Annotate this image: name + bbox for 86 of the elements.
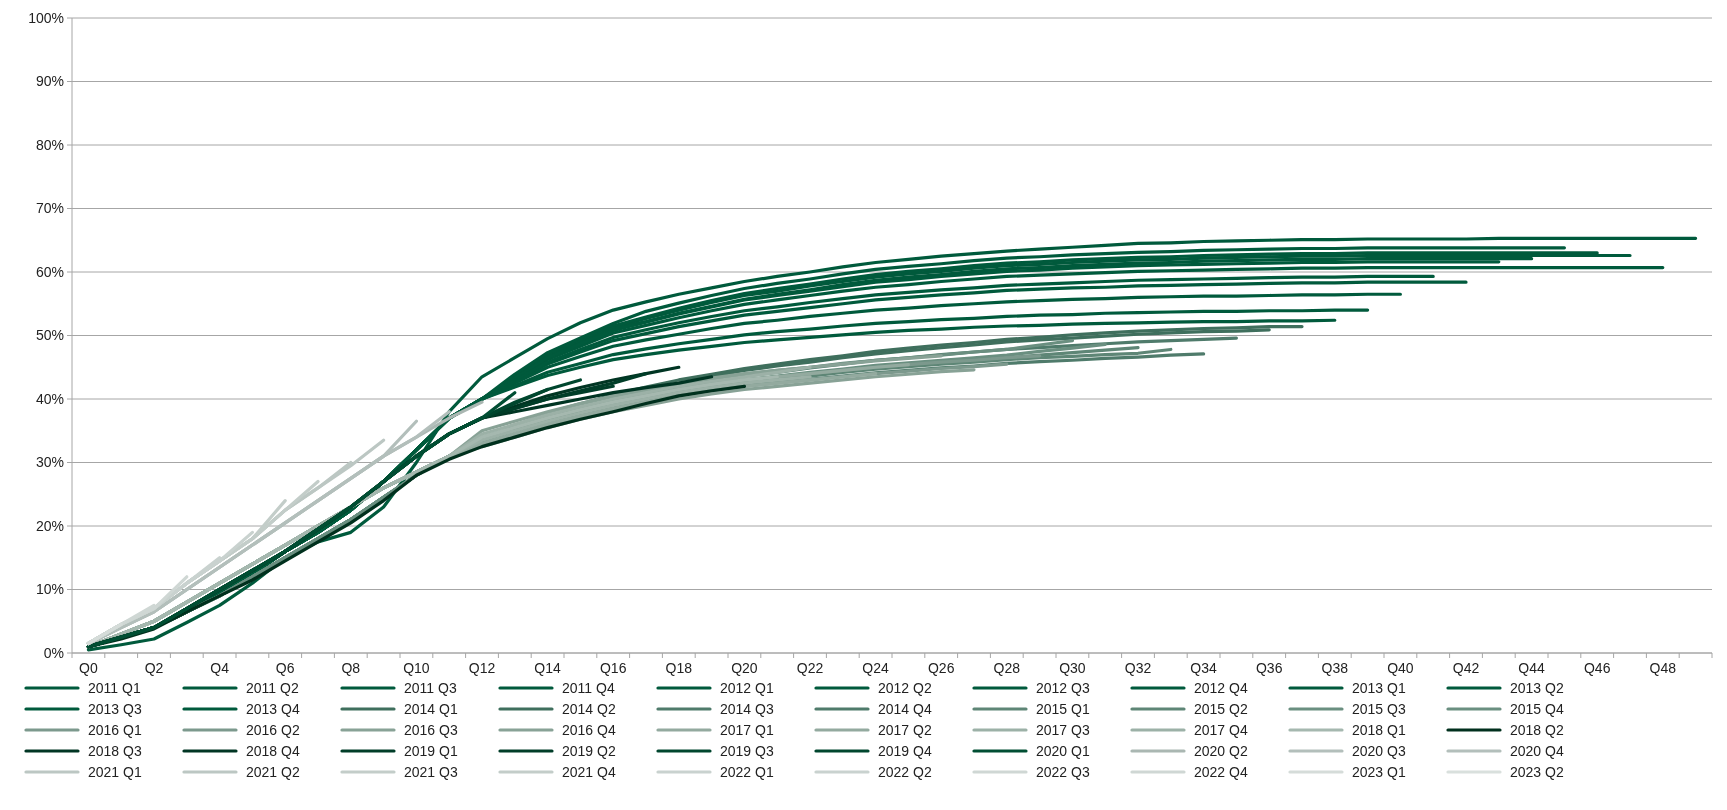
y-tick-label: 90% xyxy=(35,73,64,90)
legend-label: 2015 Q4 xyxy=(1510,700,1564,717)
y-tick-label: 40% xyxy=(35,390,64,407)
x-tick-label: Q44 xyxy=(1518,660,1546,676)
legend-label: 2022 Q4 xyxy=(1194,763,1248,780)
legend-label: 2014 Q4 xyxy=(878,700,932,717)
legend-label: 2021 Q1 xyxy=(88,763,142,780)
legend-label: 2018 Q3 xyxy=(88,742,142,759)
x-tick-label: Q8 xyxy=(341,660,361,676)
legend-label: 2012 Q2 xyxy=(878,679,932,696)
x-tick-label: Q28 xyxy=(993,660,1021,676)
legend-label: 2019 Q1 xyxy=(404,742,458,759)
x-tick-label: Q2 xyxy=(144,660,164,676)
x-tick-label: Q26 xyxy=(927,660,955,676)
x-tick-label: Q6 xyxy=(275,660,295,676)
legend-label: 2012 Q1 xyxy=(720,679,774,696)
x-tick-label: Q36 xyxy=(1255,660,1283,676)
legend-label: 2016 Q4 xyxy=(562,721,616,738)
x-tick-label: Q16 xyxy=(599,660,627,676)
legend-label: 2011 Q4 xyxy=(562,679,615,696)
legend-label: 2016 Q2 xyxy=(246,721,300,738)
legend-label: 2020 Q2 xyxy=(1194,742,1248,759)
x-tick-label: Q14 xyxy=(534,660,562,676)
legend-label: 2016 Q3 xyxy=(404,721,458,738)
y-tick-label: 60% xyxy=(35,263,64,280)
legend-label: 2020 Q3 xyxy=(1352,742,1406,759)
legend-label: 2022 Q1 xyxy=(720,763,774,780)
x-tick-label: Q34 xyxy=(1190,660,1218,676)
legend-label: 2019 Q3 xyxy=(720,742,774,759)
y-tick-label: 10% xyxy=(35,581,64,598)
legend-label: 2013 Q3 xyxy=(88,700,142,717)
x-tick-label: Q4 xyxy=(210,660,230,676)
legend-label: 2021 Q3 xyxy=(404,763,458,780)
legend-label: 2013 Q2 xyxy=(1510,679,1564,696)
legend-label: 2021 Q2 xyxy=(246,763,300,780)
x-tick-label: Q30 xyxy=(1059,660,1086,676)
x-tick-label: Q48 xyxy=(1649,660,1677,676)
legend-label: 2019 Q4 xyxy=(878,742,932,759)
legend-label: 2018 Q4 xyxy=(246,742,300,759)
x-tick-label: Q20 xyxy=(731,660,758,676)
legend-label: 2021 Q4 xyxy=(562,763,616,780)
y-tick-label: 70% xyxy=(35,200,64,217)
x-tick-label: Q18 xyxy=(665,660,693,676)
legend-label: 2019 Q2 xyxy=(562,742,616,759)
y-tick-label: 0% xyxy=(43,644,64,661)
legend-label: 2013 Q4 xyxy=(246,700,300,717)
legend-label: 2015 Q3 xyxy=(1352,700,1406,717)
y-tick-label: 80% xyxy=(35,136,64,153)
legend-label: 2011 Q1 xyxy=(88,679,141,696)
legend-label: 2014 Q1 xyxy=(404,700,458,717)
x-tick-label: Q42 xyxy=(1452,660,1480,676)
x-tick-label: Q0 xyxy=(79,660,98,676)
x-tick-label: Q38 xyxy=(1321,660,1349,676)
x-tick-label: Q12 xyxy=(468,660,496,676)
legend-label: 2011 Q3 xyxy=(404,679,457,696)
legend-label: 2011 Q2 xyxy=(246,679,299,696)
legend-label: 2022 Q2 xyxy=(878,763,932,780)
x-tick-label: Q32 xyxy=(1124,660,1152,676)
x-tick-label: Q10 xyxy=(403,660,430,676)
legend-label: 2016 Q1 xyxy=(88,721,142,738)
legend-label: 2017 Q3 xyxy=(1036,721,1090,738)
legend-label: 2012 Q4 xyxy=(1194,679,1248,696)
y-tick-label: 20% xyxy=(35,517,64,534)
y-tick-label: 30% xyxy=(35,454,64,471)
y-tick-label: 100% xyxy=(28,9,64,26)
y-tick-label: 50% xyxy=(35,327,64,344)
x-tick-label: Q22 xyxy=(796,660,824,676)
legend-label: 2015 Q2 xyxy=(1194,700,1248,717)
legend-label: 2012 Q3 xyxy=(1036,679,1090,696)
legend-label: 2017 Q2 xyxy=(878,721,932,738)
legend-label: 2014 Q2 xyxy=(562,700,616,717)
legend-label: 2020 Q4 xyxy=(1510,742,1564,759)
legend-label: 2018 Q1 xyxy=(1352,721,1406,738)
legend-label: 2023 Q2 xyxy=(1510,763,1564,780)
legend-label: 2015 Q1 xyxy=(1036,700,1090,717)
legend-label: 2017 Q4 xyxy=(1194,721,1248,738)
legend-label: 2022 Q3 xyxy=(1036,763,1090,780)
legend-label: 2014 Q3 xyxy=(720,700,774,717)
legend-label: 2023 Q1 xyxy=(1352,763,1406,780)
legend-label: 2018 Q2 xyxy=(1510,721,1564,738)
legend-label: 2020 Q1 xyxy=(1036,742,1090,759)
x-tick-label: Q40 xyxy=(1387,660,1414,676)
x-tick-label: Q46 xyxy=(1583,660,1611,676)
x-tick-label: Q24 xyxy=(862,660,890,676)
legend-label: 2017 Q1 xyxy=(720,721,774,738)
legend-label: 2013 Q1 xyxy=(1352,679,1406,696)
